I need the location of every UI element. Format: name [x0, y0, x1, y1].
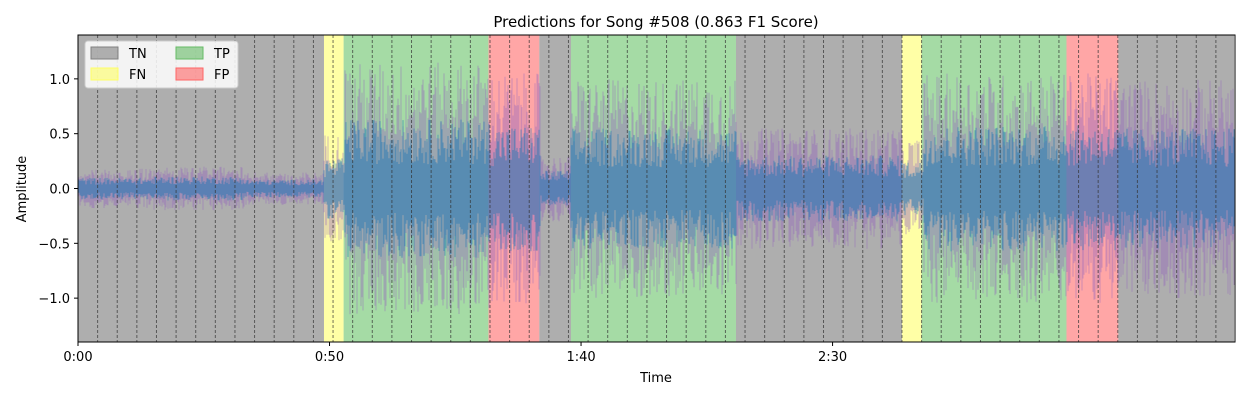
y-tick-label: 0.5	[49, 128, 70, 143]
y-tick-label: 1.0	[49, 73, 70, 88]
plot-area	[78, 35, 1235, 342]
legend-label-fp: FP	[214, 68, 229, 83]
legend-swatch-tp	[175, 46, 204, 60]
x-axis: 0:00 0:50 1:40 2:30	[63, 342, 847, 365]
x-tick-label: 0:50	[315, 350, 344, 365]
waveform-primary	[78, 119, 1235, 258]
y-axis-label: Amplitude	[15, 156, 30, 223]
waveform-layer	[78, 62, 1235, 315]
y-tick-label: −0.5	[38, 237, 70, 252]
legend-swatch-fn	[90, 67, 119, 81]
x-tick-label: 1:40	[566, 350, 595, 365]
x-tick-label: 0:00	[63, 350, 92, 365]
chart-title: Predictions for Song #508 (0.863 F1 Scor…	[493, 13, 818, 31]
x-axis-label: Time	[639, 371, 672, 386]
y-axis: −1.0 −0.5 0.0 0.5 1.0	[38, 73, 78, 307]
x-tick-label: 2:30	[818, 350, 847, 365]
y-tick-label: −1.0	[38, 292, 70, 307]
legend: TN FN TP FP	[84, 40, 239, 89]
legend-swatch-fp	[175, 67, 204, 81]
legend-label-tp: TP	[213, 47, 230, 62]
legend-swatch-tn	[90, 46, 119, 60]
legend-label-fn: FN	[129, 68, 146, 83]
legend-label-tn: TN	[128, 47, 147, 62]
y-tick-label: 0.0	[49, 183, 70, 198]
